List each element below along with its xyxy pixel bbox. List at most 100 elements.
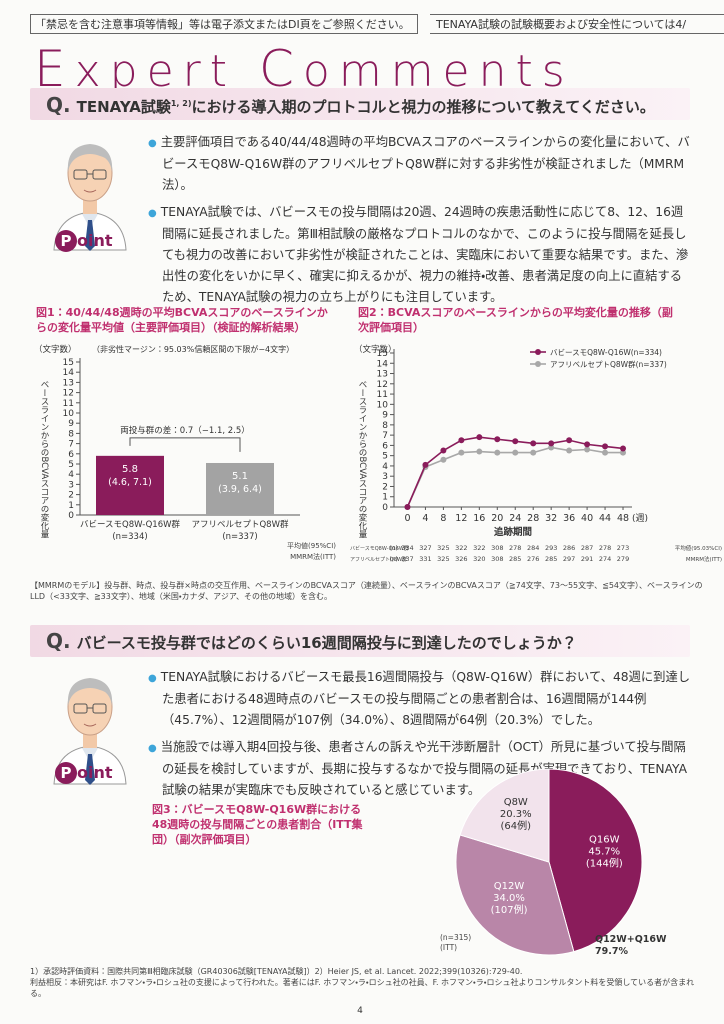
bullet: 当施設では導入期4回投与後、患者さんの訴えや光干渉断層計（OCT）所見に基づいて… (148, 737, 693, 801)
point (458, 449, 465, 456)
y-tick-label: 9 (68, 419, 74, 429)
point (548, 440, 555, 447)
risk-n: 334 (401, 544, 413, 552)
y-tick-label: 1 (68, 501, 74, 511)
y-tick-label: 7 (382, 431, 388, 441)
risk-n: 308 (491, 555, 503, 563)
point (602, 449, 609, 456)
risk-n: 322 (455, 544, 467, 552)
y-tick-label: 8 (68, 429, 74, 439)
bar-chart: （文字数） （非劣性マージン：95.03%信頼区間の下限が−4文字） ベースラインか… (34, 344, 336, 561)
legend-marker (535, 349, 541, 355)
point (404, 504, 411, 510)
y-tick-label: 14 (377, 359, 389, 369)
chart-note: MMRM法(ITT) (290, 552, 336, 561)
x-tick-label: 32 (545, 513, 557, 524)
risk-n: 273 (617, 544, 629, 552)
risk-n: 325 (437, 544, 449, 552)
y-tick-label: 15 (377, 349, 388, 359)
question: Q. TENAYA試験1, 2)における導入期のプロトコルと視力の推移について教え… (46, 88, 655, 123)
tie (85, 220, 95, 251)
y-tick-label: 12 (377, 380, 388, 390)
footnote: 利益相反：本研究はF. ホフマン・ラ・ロシュ社の支援によって行われた。著者にはF… (30, 978, 695, 998)
y-unit: （文字数） (354, 344, 397, 355)
y-tick-label: 7 (68, 440, 74, 450)
y-tick-label: 5 (382, 452, 388, 462)
legend-label: アフリベルセプトQ8W群(n=337) (550, 359, 667, 369)
q-mark: Q. (46, 93, 71, 117)
y-tick-label: 4 (68, 470, 74, 480)
footnote: 1）承認時評価資料：国際共同第Ⅲ相臨床試験（GR40306試験[TENAYA試験… (30, 967, 523, 976)
slice-name: Q8W (504, 797, 528, 808)
series-line (406, 446, 624, 508)
question-text: TENAYA試験 (76, 98, 171, 116)
risk-n: 285 (509, 555, 521, 563)
point (548, 444, 555, 451)
point (458, 437, 465, 444)
risk-n: 278 (509, 544, 521, 552)
y-unit: （文字数） (34, 344, 77, 355)
slice-count: (107例) (491, 903, 528, 916)
chart-note: (ITT) (440, 943, 457, 952)
risk-n: 326 (455, 555, 467, 563)
header-notice: 「禁忌を含む注意事項等情報」等は電子添文またはDI頁をご参照ください。 (30, 14, 418, 34)
point (494, 449, 501, 456)
risk-n: 285 (545, 555, 557, 563)
y-tick-label: 6 (68, 450, 74, 460)
y-tick-label: 13 (63, 378, 74, 388)
slice-name: Q12W (494, 881, 525, 892)
value-label: 5.8 (122, 464, 138, 475)
point-initial: P (55, 230, 77, 252)
y-tick-label: 2 (68, 491, 74, 501)
bullet: TENAYA試験におけるバビースモ最長16週間隔投与（Q8W-Q16W）群におい… (148, 667, 693, 731)
risk-n: 287 (581, 544, 593, 552)
risk-n: 320 (473, 555, 485, 563)
ci-label: (3.9, 6.4) (218, 484, 262, 495)
y-axis-title: ベースラインからのBCVAスコアの変化量 (357, 380, 367, 539)
x-tick-label: 8 (440, 513, 446, 524)
mouth (83, 723, 97, 727)
legend-label: バビースモQ8W-Q16W(n=334) (550, 348, 662, 357)
point (494, 436, 501, 443)
risk-n: 291 (581, 555, 593, 563)
point (602, 443, 609, 450)
risk-row-label: バビースモQ8W-Q16W群 (350, 545, 409, 552)
value-label: 5.1 (232, 471, 248, 482)
bar (96, 455, 164, 515)
risk-n: 327 (419, 544, 431, 552)
neck (83, 732, 97, 748)
x-tick-label: 44 (599, 513, 611, 524)
x-tick-label: 4 (422, 513, 428, 524)
x-tick-label: 28 (527, 513, 539, 524)
point (476, 448, 483, 455)
tie (85, 754, 95, 785)
slice-value: 45.7% (588, 846, 620, 857)
question: Q. バビースモ投与群ではどのくらい16週間隔投与に到達したのでしょうか？ (46, 625, 577, 659)
y-tick-label: 0 (382, 503, 388, 513)
point (584, 446, 591, 453)
chart-title: 図1：40/44/48週時の平均BCVAスコアのベースラインからの変化量平均値（… (36, 306, 328, 334)
point (584, 441, 591, 448)
slice-count: (64例) (501, 819, 532, 832)
category-label: アフリベルセプトQ8W群 (191, 519, 289, 530)
y-tick-label: 0 (68, 511, 74, 521)
risk-n: 308 (491, 544, 503, 552)
y-tick-label: 8 (382, 421, 388, 431)
y-tick-label: 14 (63, 368, 75, 378)
risk-n: 284 (527, 544, 539, 552)
header-reference: TENAYA試験の試験概要および安全性については4/ (430, 14, 724, 34)
x-axis-title: 追跡期間 (494, 526, 532, 538)
q-mark: Q. (46, 629, 71, 653)
x-tick-label: 0 (404, 513, 410, 524)
slice-count: (144例) (586, 856, 623, 869)
point (566, 447, 573, 454)
annotation: Q12W+Q16W (595, 934, 667, 945)
bullet: 主要評価項目である40/44/48週時の平均BCVAスコアのベースラインからの変… (148, 132, 693, 196)
y-tick-label: 13 (377, 370, 388, 380)
ci-label: (4.6, 7.1) (108, 477, 152, 488)
risk-n: 274 (599, 555, 611, 563)
slice-name: Q16W (589, 834, 620, 845)
chart-note: (n=315) (440, 933, 471, 942)
